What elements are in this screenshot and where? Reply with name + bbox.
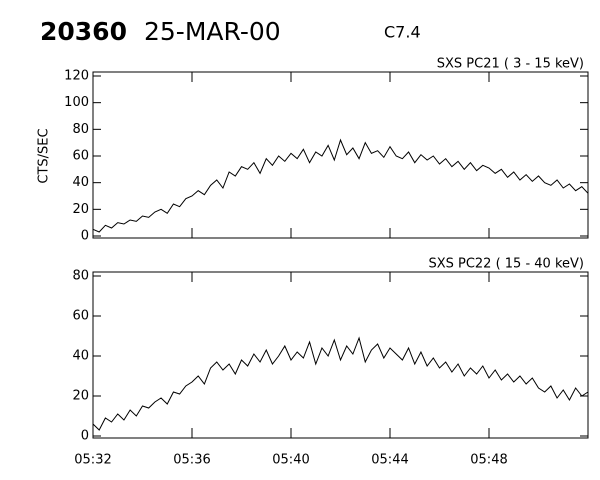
- event-date: 25-MAR-00: [144, 17, 281, 46]
- panel-title: SXS PC22 ( 15 - 40 keV): [428, 257, 584, 272]
- panel-title: SXS PC21 ( 3 - 15 keV): [437, 57, 584, 72]
- y-tick-label: 40: [72, 349, 89, 364]
- x-tick-label: 05:40: [272, 453, 309, 468]
- y-tick-label: 20: [72, 389, 89, 404]
- y-tick-label: 60: [72, 149, 89, 164]
- y-tick-label: 120: [64, 69, 89, 84]
- x-tick-label: 05:44: [371, 453, 408, 468]
- y-tick-label: 20: [72, 202, 89, 217]
- y-tick-label: 40: [72, 175, 89, 190]
- plot-frame: [92, 71, 589, 239]
- data-line: [92, 336, 589, 431]
- y-axis-label: CTS/SEC: [37, 128, 52, 183]
- y-tick-label: 0: [81, 429, 89, 444]
- x-tick-label: 05:48: [470, 453, 507, 468]
- data-line: [92, 138, 589, 233]
- y-tick-label: 80: [72, 122, 89, 137]
- plot-frame: [92, 271, 589, 439]
- x-tick-label: 05:32: [74, 453, 111, 468]
- event-number: 20360: [40, 17, 127, 46]
- y-tick-label: 80: [72, 269, 89, 284]
- y-tick-label: 0: [81, 229, 89, 244]
- x-tick-label: 05:36: [173, 453, 210, 468]
- y-tick-label: 100: [64, 95, 89, 110]
- y-tick-label: 60: [72, 309, 89, 324]
- flare-class: C7.4: [384, 23, 421, 42]
